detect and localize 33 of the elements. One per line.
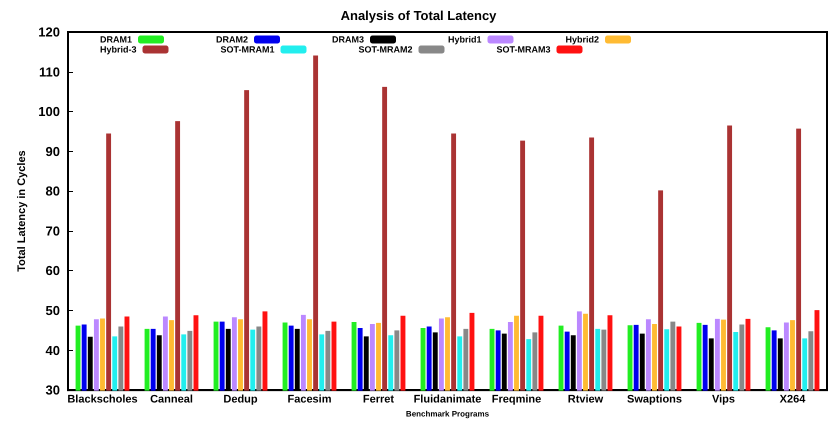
x-tick-label: Canneal <box>150 394 193 406</box>
y-tick-label: 100 <box>38 104 60 120</box>
legend-label: SOT-MRAM3 <box>496 44 551 54</box>
legend-label: DRAM3 <box>332 34 364 44</box>
x-tick-label: Freqmine <box>492 394 542 406</box>
y-tick-label: 30 <box>46 382 60 398</box>
y-tick-label: 60 <box>46 263 60 278</box>
x-axis-title: Benchmark Programs <box>406 410 490 418</box>
legend-label: Hybrid-3 <box>100 44 137 54</box>
chart-title: Analysis of Total Latency <box>340 8 498 23</box>
legend-label: SOT-MRAM1 <box>220 44 275 54</box>
legend-label: Hybrid2 <box>566 34 600 44</box>
legend-label: SOT-MRAM2 <box>358 44 413 54</box>
x-tick-label: Swaptions <box>626 394 682 406</box>
x-tick-label: Vips <box>712 394 736 406</box>
x-tick-label: Dedup <box>223 394 258 406</box>
legend-label: DRAM2 <box>216 34 248 44</box>
y-tick-label: 120 <box>38 24 60 40</box>
legend-label: DRAM1 <box>100 34 132 44</box>
x-tick-label: Facesim <box>287 394 332 406</box>
x-tick-label: Blackscholes <box>67 394 138 406</box>
x-tick-label: Rtview <box>568 394 604 406</box>
legend-label: Hybrid1 <box>448 34 482 44</box>
y-tick-label: 110 <box>39 64 60 80</box>
x-tick-label: Ferret <box>362 394 394 406</box>
y-tick-label: 70 <box>46 223 60 238</box>
y-tick-label: 80 <box>46 184 60 199</box>
y-tick-label: 40 <box>46 342 60 358</box>
y-tick-label: 90 <box>46 144 60 159</box>
x-tick-label: X264 <box>780 394 806 406</box>
y-tick-label: 50 <box>46 303 60 318</box>
x-tick-label: Fluidanimate <box>414 394 482 406</box>
y-axis-title: Total Latency in Cycles <box>16 150 28 272</box>
